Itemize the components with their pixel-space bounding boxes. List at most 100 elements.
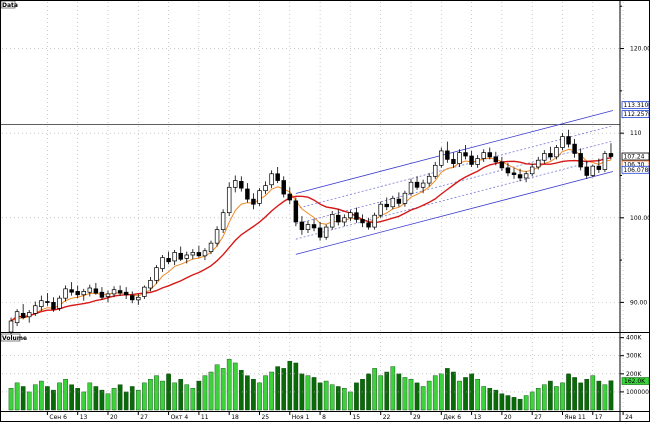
candle-body [111,289,117,295]
x-tick-label: 13 [474,414,482,421]
candle-body [481,152,486,159]
volume-bar [184,384,190,411]
candle-body [220,212,226,230]
candle-body [14,311,20,324]
candle-body [45,301,50,303]
candle-body [251,198,256,205]
candle-body [475,158,480,165]
volume-bar [160,380,165,411]
candle-body [439,150,444,166]
candle-body [93,288,99,294]
candle-body [487,152,492,158]
volume-bar [93,386,99,411]
candle-body [142,286,147,297]
volume-bar [602,384,608,411]
volume-bar [511,397,517,411]
volume-bar [172,382,177,411]
candle-body [311,224,317,229]
candle-body [281,180,286,195]
price-marker-box [621,152,650,161]
x-tick-label: 20 [110,414,118,421]
price-panel-label: Data [2,2,18,9]
candle-body [178,252,183,260]
volume-bar [335,386,341,411]
volume-tick-label: 100000 [626,389,649,396]
x-tick-label: 11 [201,414,209,421]
candle-body [275,173,280,181]
candle-body [348,212,353,219]
volume-bar [14,382,20,411]
volume-bar [426,380,432,411]
candle-body [378,203,383,216]
candle-body [172,252,177,262]
candle-body [317,227,323,238]
volume-bar [299,373,305,411]
volume-bar [457,380,462,411]
volume-bar [348,391,353,411]
x-tick-label: Окт 4 [171,414,189,421]
volume-bar [329,384,335,411]
volume-bar [232,362,238,411]
volume-bar [590,375,596,411]
candle-body [602,153,608,170]
volume-bar [196,380,202,411]
volume-bar [287,360,293,411]
x-tick-label: 15 [352,414,360,421]
candle-body [384,203,389,208]
candle-body [572,143,577,154]
volume-bar [99,389,105,411]
volume-bar [487,388,493,411]
volume-bar [378,375,384,411]
volume-bar [384,371,390,411]
price-marker-label: 106.0780 [624,167,650,174]
x-tick-label: 13 [80,414,88,421]
volume-bar [390,366,396,411]
candle-body [293,200,299,223]
volume-bar [578,382,583,411]
candle-body [560,136,565,148]
candle-body [69,289,74,293]
volume-bar [178,379,184,411]
candle-body [414,181,420,188]
volume-marker-label: 162.0K [624,378,646,385]
candle-body [51,302,56,310]
candle-body [608,153,614,157]
volume-bar [432,375,438,411]
candle-body [160,257,165,269]
volume-bar [402,377,408,411]
volume-bar [148,379,153,411]
x-tick-label: 8 [322,414,326,421]
y-tick-label: 100.00 [630,215,650,222]
y-tick-label: 120.00 [630,46,650,53]
candle-body [323,226,329,238]
volume-bar [281,368,287,411]
volume-bar [305,375,311,411]
candle-body [63,288,68,299]
price-marker-box [621,165,650,174]
volume-bar [342,388,347,411]
channel-upper-line [295,110,614,194]
volume-bar [517,398,523,411]
volume-bar [117,384,123,411]
candle-body [511,172,517,175]
candle-body [402,192,408,204]
volume-bar [26,391,32,411]
price-marker-label: 112.2570 [624,111,650,118]
x-tick-label: 29 [413,414,421,421]
price-marker-box [621,101,650,110]
volume-bar [311,377,317,411]
candle-body [245,188,250,200]
x-tick-label: 24 [625,414,633,421]
candle-body [166,258,171,263]
x-tick-label: Янв 11 [564,414,585,421]
candle-body [123,291,129,296]
candle-body [366,222,371,228]
candle-body [233,180,238,188]
candle-body [87,287,93,293]
candle-body [305,224,311,230]
candle-body [105,293,111,297]
volume-bar [493,389,499,411]
volume-bar [123,391,129,411]
candle-body [517,174,523,179]
volume-bar [257,382,262,411]
